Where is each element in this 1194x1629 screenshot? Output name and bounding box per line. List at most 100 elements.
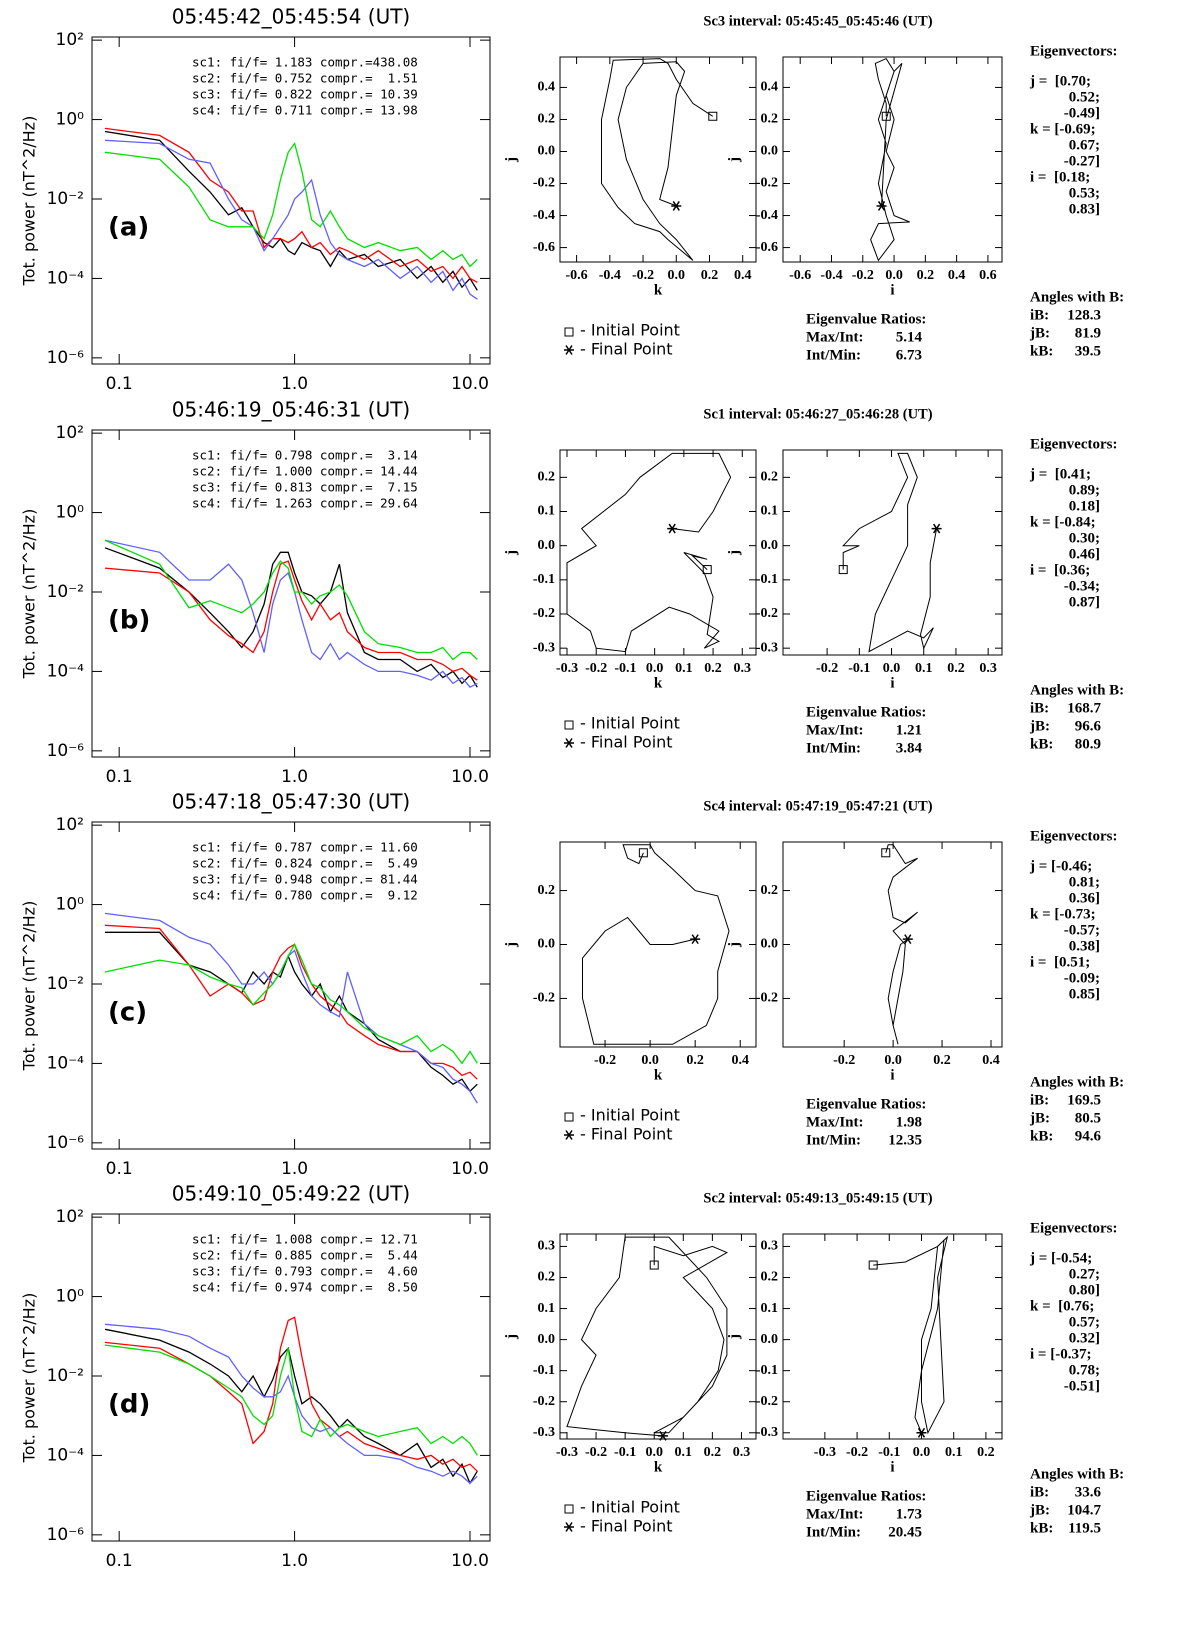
x-tick-label: -0.2 xyxy=(632,268,654,283)
x-tick-label: 0.2 xyxy=(704,1445,722,1460)
angles-heading: Angles with B: xyxy=(1030,1466,1124,1482)
y-tick-label: -0.2 xyxy=(756,1394,778,1409)
x-tick-label: 0.1 xyxy=(106,1159,133,1179)
x-axis-label: k xyxy=(654,1459,663,1475)
x-tick-label: 0.0 xyxy=(645,1445,663,1460)
eigenvector-line: k = [0.76; xyxy=(1030,1298,1094,1314)
ratios-heading: Eigenvalue Ratios: xyxy=(806,1488,926,1504)
eigenvector-line: j = [0.41; xyxy=(1029,466,1091,482)
annotation: sc2: fi/f= 0.885 compr.= 5.44 xyxy=(192,1248,418,1263)
x-tick-label: 0.4 xyxy=(734,268,752,283)
eigenvectors-heading: Eigenvectors: xyxy=(1030,436,1117,452)
x-tick-label: 0.2 xyxy=(686,1053,704,1068)
angles-heading: Angles with B: xyxy=(1030,1074,1124,1090)
angle-label: jB: xyxy=(1029,718,1050,734)
y-tick-label: 10⁻⁴ xyxy=(47,1053,85,1073)
legend-text: - Final Point xyxy=(580,1517,673,1536)
angle-value: 96.6 xyxy=(1075,718,1102,734)
x-tick-label: 0.4 xyxy=(731,1053,749,1068)
y-tick-label: 10⁻⁶ xyxy=(47,1133,85,1153)
y-axis-label: Tot. power (nT^2/Hz) xyxy=(20,1293,39,1464)
y-tick-label: 0.0 xyxy=(538,144,556,159)
angle-value: 94.6 xyxy=(1075,1128,1102,1144)
y-tick-label: 0.1 xyxy=(538,1301,556,1316)
x-tick-label: 0.0 xyxy=(646,661,664,676)
y-tick-label: -0.2 xyxy=(756,606,778,621)
x-tick-label: 0.1 xyxy=(945,1445,963,1460)
eigenvector-line: 0.85] xyxy=(1069,986,1100,1002)
final-point xyxy=(902,934,913,945)
initial-point xyxy=(868,1260,878,1270)
y-tick-label: 0.0 xyxy=(761,1332,779,1347)
y-tick-label: 0.0 xyxy=(761,144,779,159)
y-tick-label: 10⁰ xyxy=(56,503,85,523)
eigenvector-line: 0.52; xyxy=(1069,89,1100,105)
x-tick-label: -0.1 xyxy=(614,661,636,676)
eigenvector-line: 0.80] xyxy=(1069,1282,1100,1298)
x-tick-label: -0.1 xyxy=(614,1445,636,1460)
angle-label: iB: xyxy=(1030,1092,1049,1108)
y-tick-label: -0.2 xyxy=(533,1394,555,1409)
spectrum-line xyxy=(104,942,478,1065)
eigenvector-line: 0.18] xyxy=(1069,498,1100,514)
y-tick-label: -0.1 xyxy=(533,1363,555,1378)
x-tick-label: 10.0 xyxy=(451,1159,489,1179)
y-tick-label: -0.1 xyxy=(756,572,778,587)
plot-title: 05:46:19_05:46:31 (UT) xyxy=(172,398,410,422)
y-tick-label: -0.1 xyxy=(533,572,555,587)
y-tick-label: 0.1 xyxy=(761,1301,779,1316)
legend-asterisk xyxy=(564,1522,574,1532)
panel-label: (b) xyxy=(108,606,150,636)
ratio-value: 1.73 xyxy=(896,1506,922,1522)
x-tick-label: 0.2 xyxy=(933,1053,951,1068)
annotation: sc4: fi/f= 0.780 compr.= 9.12 xyxy=(192,888,418,903)
eigenvector-line: 0.57; xyxy=(1069,1314,1100,1330)
ratio-value: 1.21 xyxy=(896,722,922,738)
eigenvector-line: k = [-0.69; xyxy=(1030,121,1096,137)
interval-title: Sc4 interval: 05:47:19_05:47:21 (UT) xyxy=(703,798,932,814)
spectrum-line xyxy=(104,539,478,661)
x-tick-label: 0.0 xyxy=(885,268,903,283)
y-tick-label: 0.0 xyxy=(538,1332,556,1347)
angle-value: 80.5 xyxy=(1075,1110,1101,1126)
eigenvector-line: i = [0.51; xyxy=(1030,954,1090,970)
y-tick-label: -0.2 xyxy=(533,606,555,621)
x-tick-label: 1.0 xyxy=(281,1159,308,1179)
eigenvectors-heading: Eigenvectors: xyxy=(1030,828,1117,844)
legend-text: - Initial Point xyxy=(580,1106,680,1125)
x-tick-label: 0.3 xyxy=(733,1445,751,1460)
y-tick-label: 10⁰ xyxy=(56,110,85,130)
ratio-value: 5.14 xyxy=(896,329,923,345)
x-tick-label: 0.2 xyxy=(977,1445,995,1460)
ratio-value: 1.98 xyxy=(896,1114,922,1130)
y-tick-label: 10⁻⁶ xyxy=(47,348,85,368)
eigenvector-line: -0.09; xyxy=(1064,970,1100,986)
annotation: sc3: fi/f= 0.793 compr.= 4.60 xyxy=(192,1264,418,1279)
x-tick-label: 10.0 xyxy=(451,1551,489,1571)
x-tick-label: -0.1 xyxy=(878,1445,900,1460)
y-tick-label: 0.0 xyxy=(538,937,556,952)
interval-title: Sc1 interval: 05:46:27_05:46:28 (UT) xyxy=(703,406,932,422)
eigenvector-line: 0.46] xyxy=(1069,546,1100,562)
plot-frame xyxy=(91,429,491,758)
y-tick-label: -0.2 xyxy=(533,991,555,1006)
ratio-label: Int/Min: xyxy=(806,740,861,756)
eigenvector-line: 0.53; xyxy=(1069,185,1100,201)
eigenvector-line: -0.27] xyxy=(1064,153,1100,169)
annotation: sc4: fi/f= 1.263 compr.= 29.64 xyxy=(192,496,418,511)
angle-value: 33.6 xyxy=(1075,1484,1102,1500)
spectrum-line xyxy=(104,560,478,681)
x-tick-label: 0.2 xyxy=(701,268,719,283)
angle-label: kB: xyxy=(1030,1520,1053,1536)
y-tick-label: -0.4 xyxy=(533,208,555,223)
y-tick-label: 0.3 xyxy=(761,1239,779,1254)
annotation: sc1: fi/f= 1.183 compr.=438.08 xyxy=(192,55,418,70)
y-tick-label: 10⁻² xyxy=(47,582,84,602)
y-tick-label: -0.3 xyxy=(533,640,555,655)
annotation: sc4: fi/f= 0.974 compr.= 8.50 xyxy=(192,1280,418,1295)
y-axis-label: j xyxy=(726,1334,742,1340)
x-tick-label: 0.2 xyxy=(947,661,965,676)
spectrum-line xyxy=(104,1328,478,1485)
y-tick-label: 0.0 xyxy=(761,538,779,553)
x-tick-label: 0.1 xyxy=(106,767,133,787)
